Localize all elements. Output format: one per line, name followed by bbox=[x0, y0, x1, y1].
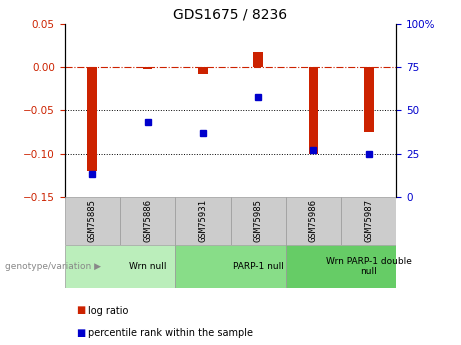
Text: Wrn PARP-1 double
null: Wrn PARP-1 double null bbox=[326, 257, 412, 276]
Text: GSM75987: GSM75987 bbox=[364, 199, 373, 242]
Bar bbox=[87, 67, 97, 171]
Text: GSM75931: GSM75931 bbox=[198, 199, 207, 242]
Text: genotype/variation ▶: genotype/variation ▶ bbox=[5, 262, 100, 271]
Text: GSM75986: GSM75986 bbox=[309, 199, 318, 242]
Text: GSM75985: GSM75985 bbox=[254, 199, 263, 242]
Text: log ratio: log ratio bbox=[88, 306, 128, 315]
Bar bbox=[286, 197, 341, 245]
Text: ■: ■ bbox=[76, 306, 85, 315]
Text: percentile rank within the sample: percentile rank within the sample bbox=[88, 328, 253, 338]
Text: GSM75886: GSM75886 bbox=[143, 199, 152, 242]
Bar bbox=[120, 197, 175, 245]
Text: Wrn null: Wrn null bbox=[129, 262, 166, 271]
Bar bbox=[198, 67, 208, 74]
Bar bbox=[308, 67, 319, 154]
Bar bbox=[142, 67, 153, 69]
Bar bbox=[65, 197, 120, 245]
Bar bbox=[364, 67, 374, 132]
Bar bbox=[253, 52, 263, 67]
Text: ■: ■ bbox=[76, 328, 85, 338]
Bar bbox=[286, 245, 396, 288]
Bar bbox=[175, 197, 230, 245]
Title: GDS1675 / 8236: GDS1675 / 8236 bbox=[173, 8, 288, 22]
Text: PARP-1 null: PARP-1 null bbox=[233, 262, 284, 271]
Bar bbox=[175, 245, 286, 288]
Bar bbox=[341, 197, 396, 245]
Bar bbox=[230, 197, 286, 245]
Text: GSM75885: GSM75885 bbox=[88, 199, 97, 242]
Bar bbox=[65, 245, 175, 288]
